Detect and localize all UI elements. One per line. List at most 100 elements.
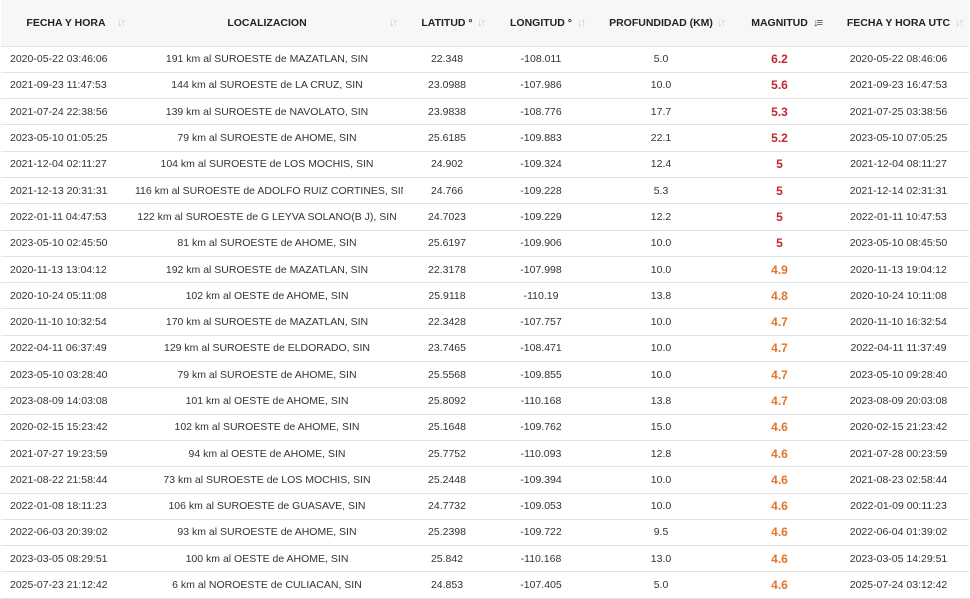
column-label: LATITUD ° (421, 16, 473, 29)
cell-longitud: -110.168 (491, 545, 591, 573)
table-row[interactable]: 2022-04-11 06:37:49 129 km al SUROESTE de… (1, 335, 969, 363)
cell-fecha-hora: 2021-07-24 22:38:56 (1, 98, 131, 126)
cell-longitud: -109.722 (491, 519, 591, 547)
cell-fecha-hora: 2021-09-23 11:47:53 (1, 72, 131, 100)
cell-localizacion: 106 km al SUROESTE de GUASAVE, SIN (131, 493, 403, 520)
cell-profundidad: 22.1 (591, 124, 731, 152)
cell-fecha-hora: 2021-07-27 19:23:59 (1, 440, 131, 468)
cell-latitud: 24.7732 (403, 493, 491, 520)
header-fecha-hora[interactable]: FECHA Y HORA ↓↑ (1, 0, 131, 47)
cell-fecha-hora-utc: 2022-04-11 11:37:49 (828, 335, 969, 363)
column-label: LOCALIZACION (227, 16, 307, 29)
cell-latitud: 24.7023 (403, 203, 491, 231)
header-localizacion[interactable]: LOCALIZACION ↓↑ (131, 0, 403, 47)
cell-longitud: -107.405 (491, 571, 591, 599)
cell-magnitud: 4.6 (731, 519, 828, 547)
cell-longitud: -109.229 (491, 203, 591, 231)
cell-fecha-hora-utc: 2022-01-09 00:11:23 (828, 493, 969, 520)
table-row[interactable]: 2020-11-13 13:04:12 192 km al SUROESTE de… (1, 256, 969, 284)
sort-icon[interactable]: ↓↑ (955, 16, 964, 29)
cell-profundidad: 12.8 (591, 440, 731, 468)
cell-localizacion: 139 km al SUROESTE de NAVOLATO, SIN (131, 98, 403, 126)
cell-magnitud: 5.3 (731, 98, 828, 126)
cell-localizacion: 116 km al SUROESTE de ADOLFO RUIZ CORTIN… (131, 177, 403, 205)
table-row[interactable]: 2022-06-03 20:39:02 93 km al SUROESTE de … (1, 519, 969, 547)
cell-longitud: -110.168 (491, 387, 591, 415)
cell-fecha-hora-utc: 2023-05-10 09:28:40 (828, 361, 969, 389)
cell-localizacion: 73 km al SUROESTE de LOS MOCHIS, SIN (131, 466, 403, 494)
table-row[interactable]: 2020-02-15 15:23:42 102 km al SUROESTE de… (1, 414, 969, 441)
cell-fecha-hora: 2020-10-24 05:11:08 (1, 282, 131, 310)
column-label: PROFUNDIDAD (KM) (609, 16, 713, 29)
cell-latitud: 25.2398 (403, 519, 491, 547)
table-row[interactable]: 2021-09-23 11:47:53 144 km al SUROESTE de… (1, 72, 969, 100)
cell-fecha-hora-utc: 2020-05-22 08:46:06 (828, 46, 969, 73)
sort-icon[interactable]: ↓↑ (717, 16, 726, 29)
cell-magnitud: 4.6 (731, 440, 828, 468)
table-row[interactable]: 2020-05-22 03:46:06 191 km al SUROESTE de… (1, 46, 969, 73)
cell-magnitud: 5.2 (731, 124, 828, 152)
cell-profundidad: 5.0 (591, 46, 731, 73)
table-row[interactable]: 2023-05-10 03:28:40 79 km al SUROESTE de … (1, 361, 969, 389)
table-row[interactable]: 2020-10-24 05:11:08 102 km al OESTE de AH… (1, 282, 969, 310)
cell-longitud: -108.471 (491, 335, 591, 363)
cell-localizacion: 102 km al OESTE de AHOME, SIN (131, 282, 403, 310)
cell-magnitud: 4.6 (731, 414, 828, 441)
header-magnitud[interactable]: MAGNITUD ↓≡ (731, 0, 828, 47)
cell-fecha-hora-utc: 2023-05-10 07:05:25 (828, 124, 969, 152)
table-row[interactable]: 2025-07-23 21:12:42 6 km al NOROESTE de C… (1, 571, 969, 599)
table-row[interactable]: 2022-01-08 18:11:23 106 km al SUROESTE de… (1, 493, 969, 520)
header-fecha-hora-utc[interactable]: FECHA Y HORA UTC ↓↑ (828, 0, 969, 47)
table-row[interactable]: 2023-03-05 08:29:51 100 km al OESTE de AH… (1, 545, 969, 573)
cell-magnitud: 4.7 (731, 335, 828, 363)
cell-profundidad: 10.0 (591, 493, 731, 520)
sort-icon[interactable]: ↓↑ (389, 16, 398, 29)
cell-localizacion: 101 km al OESTE de AHOME, SIN (131, 387, 403, 415)
header-profundidad[interactable]: PROFUNDIDAD (KM) ↓↑ (591, 0, 731, 47)
cell-localizacion: 129 km al SUROESTE de ELDORADO, SIN (131, 335, 403, 363)
cell-fecha-hora: 2025-07-23 21:12:42 (1, 571, 131, 599)
cell-longitud: -109.394 (491, 466, 591, 494)
table-row[interactable]: 2022-01-11 04:47:53 122 km al SUROESTE de… (1, 203, 969, 231)
table-row[interactable]: 2023-08-09 14:03:08 101 km al OESTE de AH… (1, 387, 969, 415)
table-row[interactable]: 2023-05-10 02:45:50 81 km al SUROESTE de … (1, 230, 969, 257)
cell-profundidad: 5.0 (591, 571, 731, 599)
cell-fecha-hora: 2022-04-11 06:37:49 (1, 335, 131, 363)
cell-longitud: -110.19 (491, 282, 591, 310)
cell-profundidad: 10.0 (591, 308, 731, 336)
table-row[interactable]: 2021-08-22 21:58:44 73 km al SUROESTE de … (1, 466, 969, 494)
cell-fecha-hora-utc: 2021-12-04 08:11:27 (828, 151, 969, 178)
cell-localizacion: 192 km al SUROESTE de MAZATLAN, SIN (131, 256, 403, 284)
cell-fecha-hora: 2021-12-04 02:11:27 (1, 151, 131, 178)
column-label: FECHA Y HORA UTC (846, 16, 951, 29)
cell-longitud: -107.757 (491, 308, 591, 336)
cell-latitud: 25.6185 (403, 124, 491, 152)
cell-profundidad: 10.0 (591, 335, 731, 363)
sort-desc-icon[interactable]: ↓≡ (813, 16, 823, 29)
table-row[interactable]: 2021-12-04 02:11:27 104 km al SUROESTE de… (1, 151, 969, 178)
cell-fecha-hora-utc: 2021-07-25 03:38:56 (828, 98, 969, 126)
cell-fecha-hora-utc: 2022-01-11 10:47:53 (828, 203, 969, 231)
sort-icon[interactable]: ↓↑ (477, 16, 486, 29)
cell-localizacion: 100 km al OESTE de AHOME, SIN (131, 545, 403, 573)
table-row[interactable]: 2021-07-24 22:38:56 139 km al SUROESTE de… (1, 98, 969, 126)
cell-fecha-hora-utc: 2020-11-13 19:04:12 (828, 256, 969, 284)
header-longitud[interactable]: LONGITUD ° ↓↑ (491, 0, 591, 47)
table-row[interactable]: 2023-05-10 01:05:25 79 km al SUROESTE de … (1, 124, 969, 152)
sort-icon[interactable]: ↓↑ (117, 16, 126, 29)
table-row[interactable]: 2020-11-10 10:32:54 170 km al SUROESTE de… (1, 308, 969, 336)
cell-fecha-hora: 2023-08-09 14:03:08 (1, 387, 131, 415)
cell-fecha-hora-utc: 2020-10-24 10:11:08 (828, 282, 969, 310)
cell-magnitud: 5 (731, 203, 828, 231)
header-latitud[interactable]: LATITUD ° ↓↑ (403, 0, 491, 47)
table-row[interactable]: 2021-07-27 19:23:59 94 km al OESTE de AHO… (1, 440, 969, 468)
cell-magnitud: 5 (731, 151, 828, 178)
table-row[interactable]: 2021-12-13 20:31:31 116 km al SUROESTE de… (1, 177, 969, 205)
cell-profundidad: 13.8 (591, 387, 731, 415)
sort-icon[interactable]: ↓↑ (577, 16, 586, 29)
cell-fecha-hora: 2020-05-22 03:46:06 (1, 46, 131, 73)
column-label: LONGITUD ° (510, 16, 572, 29)
cell-fecha-hora-utc: 2023-08-09 20:03:08 (828, 387, 969, 415)
cell-latitud: 25.2448 (403, 466, 491, 494)
cell-profundidad: 15.0 (591, 414, 731, 441)
